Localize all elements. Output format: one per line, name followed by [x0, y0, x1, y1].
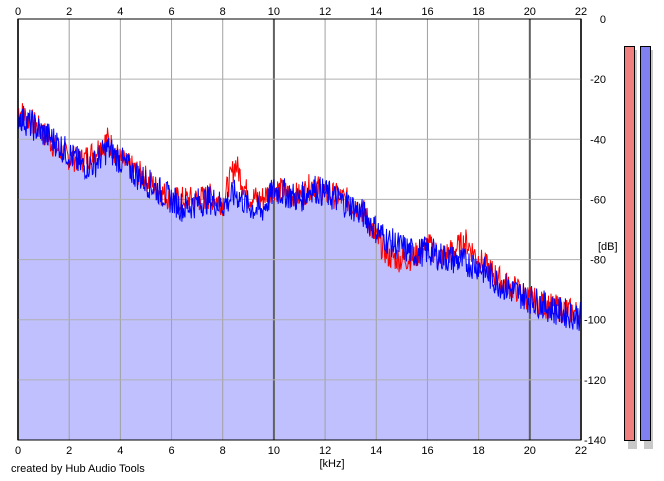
x-tick-label-top: 4 — [117, 6, 123, 18]
x-axis-bottom: 0 2 4 6 8 10 12 14 16 18 20 22 — [15, 445, 587, 457]
series-line-right — [17, 105, 582, 331]
x-tick-label-top: 0 — [15, 6, 21, 18]
level-meter-right — [640, 46, 651, 441]
x-tick-label-bottom: 0 — [15, 445, 21, 457]
x-tick-label-bottom: 16 — [421, 445, 433, 457]
x-tick-label-bottom: 10 — [268, 445, 280, 457]
spectrum-fill — [18, 105, 581, 441]
y-tick-label: -60 — [590, 194, 606, 206]
x-tick-label-bottom: 18 — [473, 445, 485, 457]
x-tick-label-top: 2 — [66, 6, 72, 18]
x-tick-label-bottom: 8 — [220, 445, 226, 457]
plot-border — [17, 18, 582, 441]
y-unit-label: [dB] — [598, 241, 618, 253]
x-tick-label-bottom: 20 — [524, 445, 536, 457]
x-tick-label-top: 16 — [421, 6, 433, 18]
x-tick-label-bottom: 6 — [168, 445, 174, 457]
x-tick-label-top: 20 — [524, 6, 536, 18]
y-tick-label: -120 — [584, 375, 606, 387]
y-tick-label: -140 — [584, 435, 606, 447]
level-meter-left — [624, 46, 635, 441]
x-tick-label-top: 10 — [268, 6, 280, 18]
y-tick-label: 0 — [600, 14, 606, 26]
x-tick-label-bottom: 22 — [575, 445, 587, 457]
credit-text: created by Hub Audio Tools — [11, 463, 145, 475]
x-tick-label-top: 8 — [220, 6, 226, 18]
y-tick-label: -20 — [590, 74, 606, 86]
x-tick-label-top: 18 — [473, 6, 485, 18]
x-tick-label-bottom: 12 — [319, 445, 331, 457]
x-tick-label-bottom: 14 — [370, 445, 382, 457]
y-tick-label: -100 — [584, 315, 606, 327]
x-unit-label: [kHz] — [319, 458, 344, 470]
y-tick-label: -40 — [590, 134, 606, 146]
y-axis-right: 0 -20 -40 -60 -80 -100 -120 -140 — [584, 14, 606, 447]
spectrum-area — [18, 105, 581, 441]
x-tick-label-bottom: 2 — [66, 445, 72, 457]
y-tick-label: -80 — [590, 255, 606, 267]
x-tick-label-top: 22 — [575, 6, 587, 18]
x-tick-label-bottom: 4 — [117, 445, 123, 457]
series-layer — [17, 18, 582, 441]
x-tick-label-top: 14 — [370, 6, 382, 18]
x-tick-label-top: 6 — [168, 6, 174, 18]
x-tick-label-top: 12 — [319, 6, 331, 18]
x-axis-top: 0 2 4 6 8 10 12 14 16 18 20 22 — [15, 6, 587, 18]
